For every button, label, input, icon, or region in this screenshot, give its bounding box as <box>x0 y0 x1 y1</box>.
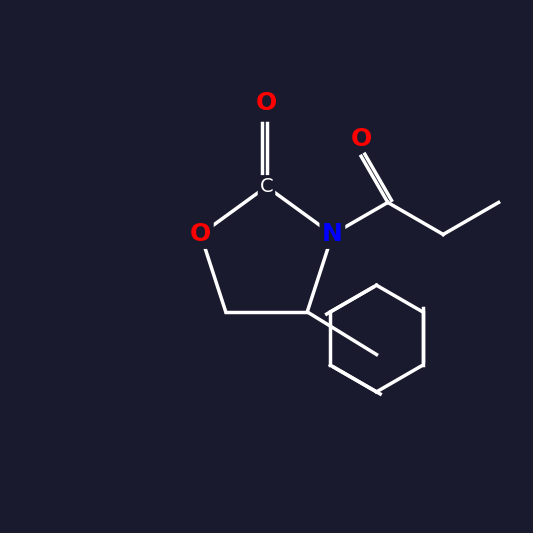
Text: O: O <box>190 222 211 246</box>
Text: O: O <box>256 91 277 115</box>
Text: N: N <box>322 222 343 246</box>
Text: C: C <box>260 177 273 196</box>
Text: O: O <box>351 127 372 151</box>
